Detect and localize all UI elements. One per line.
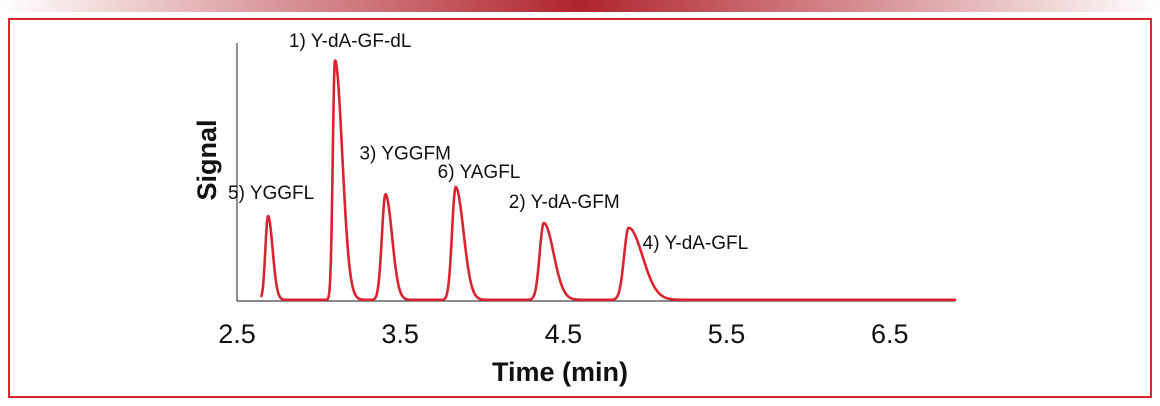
y-axis-title: Signal <box>192 119 222 200</box>
top-accent-bar <box>0 0 1160 12</box>
x-tick-label: 3.5 <box>381 319 419 349</box>
x-tick-labels: 2.5 3.5 4.5 5.5 6.5 <box>218 319 908 349</box>
peak-label: 3) YGGFM <box>359 143 451 164</box>
peak-label: 6) YAGFL <box>438 162 521 183</box>
peak-label: 5) YGGFL <box>228 183 314 204</box>
figure-border <box>8 18 1152 398</box>
peak-label: 1) Y-dA-GF-dL <box>289 31 412 52</box>
peak-label: 2) Y-dA-GFM <box>509 192 620 213</box>
x-tick-label: 5.5 <box>708 319 746 349</box>
x-tick-label: 4.5 <box>545 319 583 349</box>
x-tick-label: 6.5 <box>871 319 909 349</box>
x-axis-title: Time (min) <box>492 357 628 387</box>
peak-label: 4) Y-dA-GFL <box>643 233 749 254</box>
x-tick-label: 2.5 <box>218 319 256 349</box>
chromatogram-trace <box>260 59 957 302</box>
